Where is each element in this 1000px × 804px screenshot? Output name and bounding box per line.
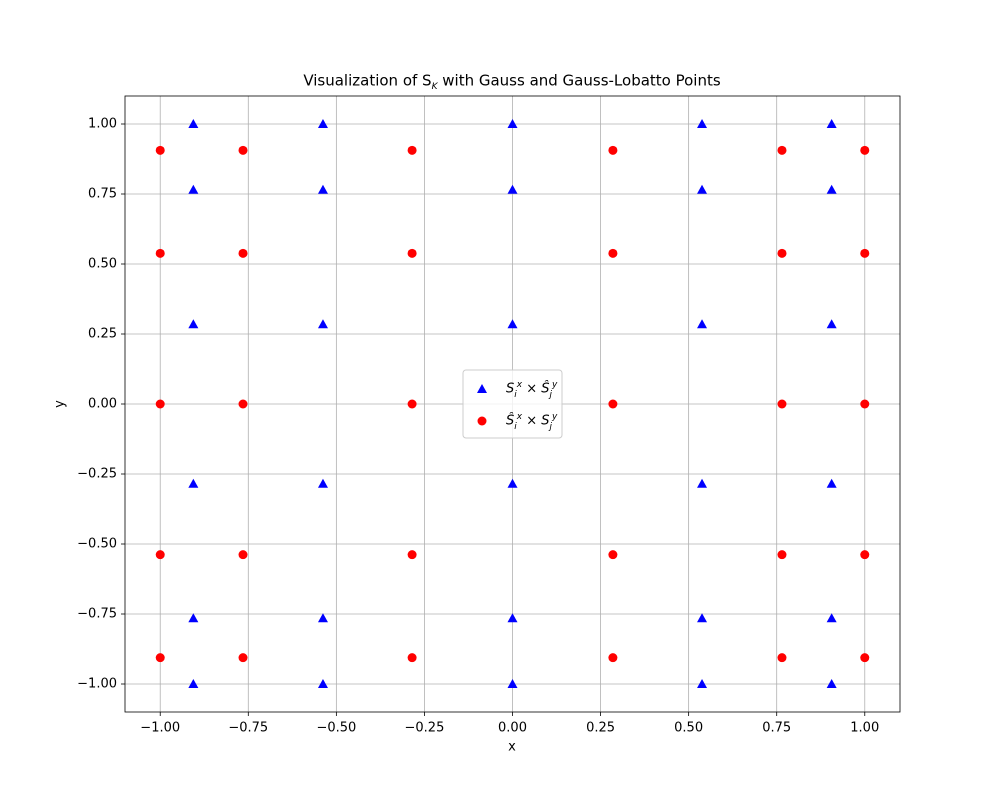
point (860, 653, 870, 663)
point (188, 119, 199, 128)
point (697, 319, 708, 329)
point (407, 550, 417, 560)
point (407, 248, 417, 258)
point (507, 119, 518, 128)
point (317, 478, 328, 488)
point (188, 613, 199, 623)
y-tick-label: 0.75 (88, 187, 117, 202)
point (507, 613, 518, 623)
y-axis-label: y (53, 400, 68, 408)
point (507, 319, 518, 329)
point (507, 679, 518, 688)
point (238, 550, 248, 560)
point (188, 478, 199, 488)
x-tick-label: −0.75 (228, 721, 268, 736)
x-tick-label: 0.75 (762, 721, 791, 736)
point (608, 399, 618, 409)
y-tick-label: −0.75 (77, 607, 117, 622)
point (155, 145, 165, 155)
point (238, 399, 248, 409)
point (238, 145, 248, 155)
point (238, 653, 248, 663)
point (826, 119, 837, 128)
point (188, 679, 199, 688)
point (860, 248, 870, 258)
y-tick-label: 0.50 (88, 257, 117, 272)
point (155, 248, 165, 258)
y-tick-label: −1.00 (77, 677, 117, 692)
point (826, 478, 837, 488)
chart-title: Visualization of SK​ with Gauss and Gaus… (303, 72, 721, 92)
y-tick-label: 1.00 (88, 117, 117, 132)
legend: Si​x​ × Ŝj​y​Ŝi​x​ × Sj​y​ (462, 369, 563, 439)
point (608, 248, 618, 258)
point (317, 679, 328, 688)
x-tick-label: 0.50 (674, 721, 703, 736)
y-tick-label: 0.00 (88, 397, 117, 412)
point (188, 184, 199, 194)
point (155, 550, 165, 560)
point (826, 319, 837, 329)
y-tick-label: 0.25 (88, 327, 117, 342)
legend-box (462, 369, 563, 439)
point (317, 119, 328, 128)
plot-frame (124, 95, 901, 713)
point (826, 184, 837, 194)
x-tick-label: 0.00 (498, 721, 527, 736)
point (697, 184, 708, 194)
x-tick-label: −0.25 (405, 721, 445, 736)
point (317, 613, 328, 623)
point (608, 145, 618, 155)
legend-marker (477, 416, 487, 426)
point (860, 550, 870, 560)
x-tick-label: 1.00 (850, 721, 879, 736)
y-tick-label: −0.25 (77, 467, 117, 482)
point (697, 613, 708, 623)
point (155, 653, 165, 663)
point (608, 550, 618, 560)
point (860, 399, 870, 409)
point (826, 613, 837, 623)
point (238, 248, 248, 258)
x-tick-label: −0.50 (316, 721, 356, 736)
point (777, 248, 787, 258)
point (826, 679, 837, 688)
x-tick-label: −1.00 (140, 721, 180, 736)
point (777, 550, 787, 560)
legend-marker (477, 384, 487, 393)
point (317, 184, 328, 194)
point (407, 145, 417, 155)
point (507, 478, 518, 488)
point (777, 653, 787, 663)
point (777, 399, 787, 409)
point (777, 145, 787, 155)
point (697, 679, 708, 688)
x-axis-label: x (508, 740, 516, 755)
point (407, 653, 417, 663)
x-tick-label: 0.25 (586, 721, 615, 736)
point (317, 319, 328, 329)
y-tick-label: −0.50 (77, 537, 117, 552)
point (155, 399, 165, 409)
point (697, 478, 708, 488)
point (507, 184, 518, 194)
point (697, 119, 708, 128)
point (860, 145, 870, 155)
point (407, 399, 417, 409)
point (188, 319, 199, 329)
point (608, 653, 618, 663)
